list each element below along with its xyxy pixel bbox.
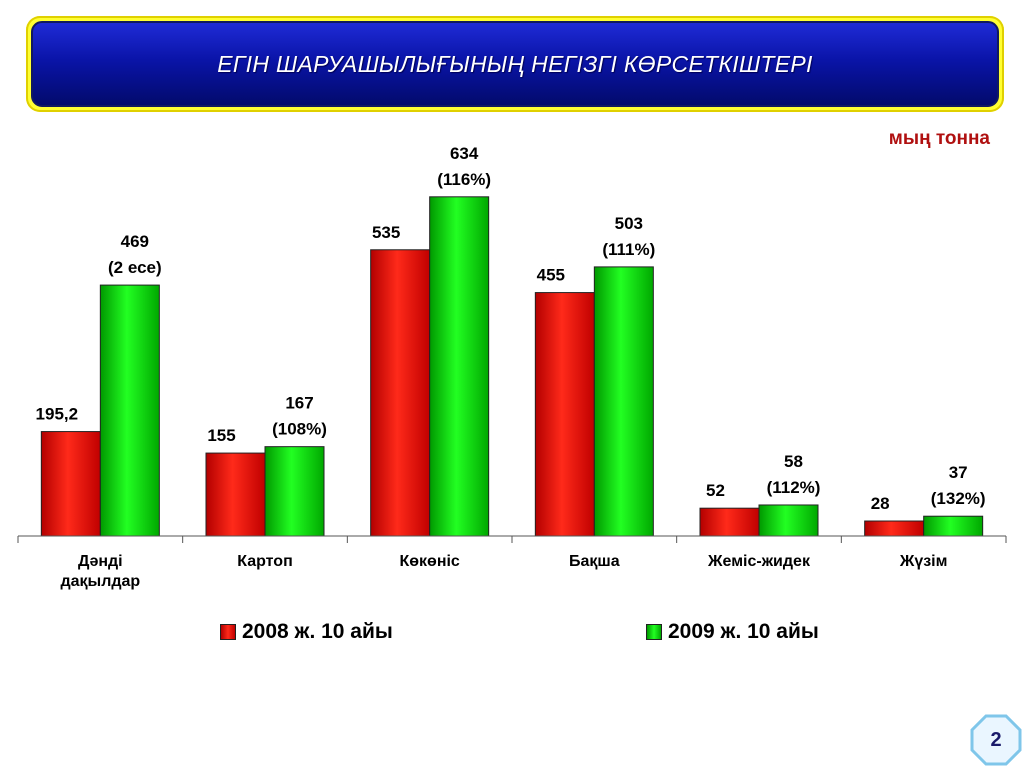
unit-label: мың тонна bbox=[888, 128, 990, 149]
data-label: 155 bbox=[207, 426, 235, 445]
bar-2009 bbox=[99, 284, 160, 537]
page-number: 2 bbox=[990, 728, 1002, 751]
bar-2008 bbox=[370, 249, 431, 537]
octagon-icon bbox=[970, 714, 1022, 766]
data-label: 503 (111%) bbox=[602, 214, 655, 259]
bar-2009 bbox=[593, 266, 654, 537]
bars-group bbox=[40, 196, 984, 537]
data-label: 37 (132%) bbox=[931, 463, 986, 508]
bar-chart: Дәнді дақылдар Картоп Көкөніс Бақша Жеміс-жид… bbox=[17, 144, 1007, 590]
data-label: 58 (112%) bbox=[767, 452, 821, 497]
x-tick-label: Картоп bbox=[237, 553, 292, 570]
legend-swatch-red bbox=[220, 624, 236, 640]
slide-title: ЕГІН ШАРУАШЫЛЫҒЫНЫҢ НЕГІЗГІ КӨРСЕТКІШТЕР… bbox=[217, 50, 813, 77]
legend-item-2009: 2009 ж. 10 айы bbox=[646, 620, 819, 644]
page-number-badge: 2 bbox=[970, 714, 1022, 766]
legend-label-2008: 2008 ж. 10 айы bbox=[242, 620, 393, 643]
bar-2008 bbox=[534, 292, 595, 537]
bar-2009 bbox=[758, 504, 819, 537]
legend-item-2008: 2008 ж. 10 айы bbox=[220, 620, 393, 644]
data-label: 28 bbox=[871, 494, 890, 513]
category-labels: Дәнді дақылдар Картоп Көкөніс Бақша Жеміс-жид… bbox=[60, 553, 947, 590]
data-label: 195,2 bbox=[36, 405, 79, 424]
data-label: 634 (116%) bbox=[437, 144, 491, 189]
data-label: 469 (2 есе) bbox=[108, 232, 162, 277]
data-label: 52 bbox=[706, 481, 725, 500]
bar-2009 bbox=[429, 196, 490, 537]
bar-2008 bbox=[864, 520, 925, 537]
data-label: 167 (108%) bbox=[272, 394, 327, 439]
legend: 2008 ж. 10 айы 2009 ж. 10 айы bbox=[0, 620, 1024, 648]
x-axis bbox=[17, 535, 1007, 543]
data-label: 455 bbox=[537, 266, 565, 285]
x-tick-label: Көкөніс bbox=[400, 553, 460, 570]
legend-swatch-green bbox=[646, 624, 662, 640]
x-tick-label: Жүзім bbox=[899, 553, 948, 570]
title-banner: ЕГІН ШАРУАШЫЛЫҒЫНЫҢ НЕГІЗГІ КӨРСЕТКІШТЕР… bbox=[26, 16, 1004, 112]
bar-2008 bbox=[699, 507, 760, 537]
bar-2008 bbox=[205, 452, 266, 537]
legend-label-2009: 2009 ж. 10 айы bbox=[668, 620, 819, 643]
x-tick-label: Бақша bbox=[569, 553, 620, 570]
x-tick-label: Дәнді дақылдар bbox=[60, 553, 140, 590]
x-tick-label: Жеміс-жидек bbox=[707, 553, 811, 570]
value-labels: 195,2 469 (2 есе) 155 167 (108%) 535 634 (116%) 4… bbox=[36, 144, 986, 513]
bar-2009 bbox=[264, 446, 325, 537]
bar-2009 bbox=[923, 515, 984, 537]
data-label: 535 bbox=[372, 223, 400, 242]
bar-2008 bbox=[40, 431, 101, 537]
title-banner-inner: ЕГІН ШАРУАШЫЛЫҒЫНЫҢ НЕГІЗГІ КӨРСЕТКІШТЕР… bbox=[31, 21, 999, 107]
